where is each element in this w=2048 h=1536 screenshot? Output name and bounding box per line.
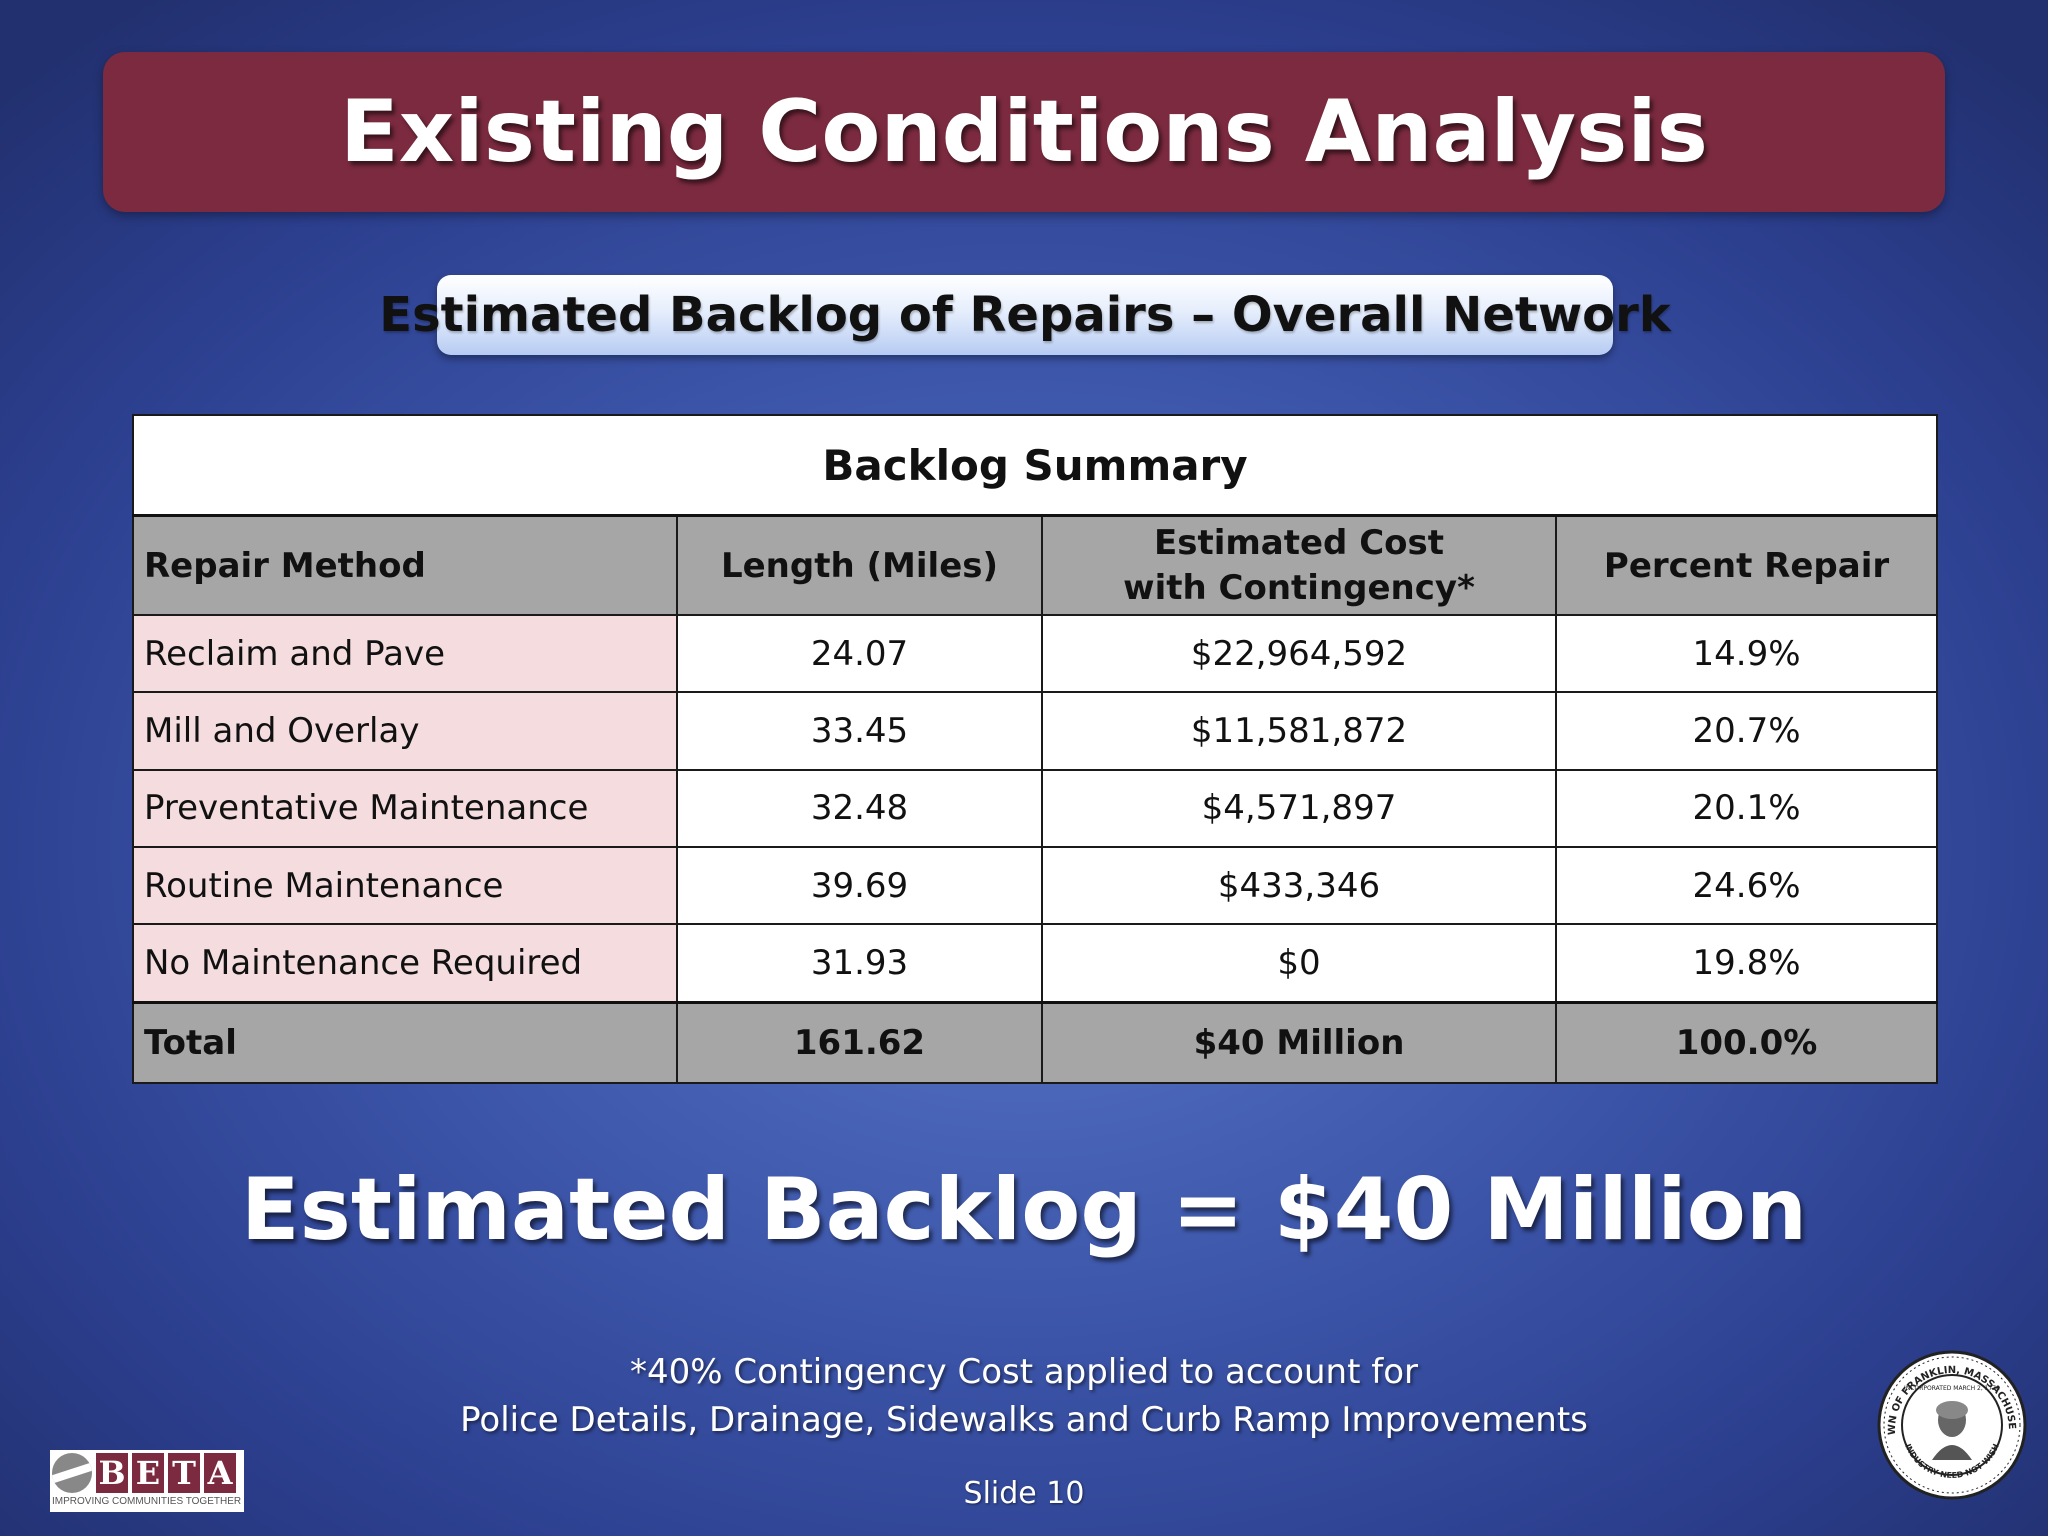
table-total-row: Total 161.62 $40 Million 100.0% [132,1000,1939,1084]
cell-length: 39.69 [676,845,1043,926]
town-seal-icon: TOWN OF FRANKLIN, MASSACHUSETTS INDUSTRY… [1877,1350,2027,1500]
total-cost: $40 Million [1041,1000,1557,1084]
cell-method: No Maintenance Required [132,923,678,1004]
title-banner: Existing Conditions Analysis [103,52,1945,212]
subtitle-banner: Estimated Backlog of Repairs – Overall N… [379,275,1671,355]
table-caption: Backlog Summary [131,414,1939,518]
cell-percent: 19.8% [1554,923,1939,1004]
cell-percent: 14.9% [1554,613,1939,694]
cell-length: 31.93 [676,923,1043,1004]
cell-cost: $22,964,592 [1041,613,1557,694]
beta-letter-e: E [132,1453,164,1493]
footnote-line-1: *40% Contingency Cost applied to account… [629,1352,1418,1392]
table-caption-row: Backlog Summary [131,414,1939,518]
table-row: No Maintenance Required 31.93 $0 19.8% [132,923,1939,1004]
slide-number: Slide 10 [963,1476,1085,1511]
beta-letter-t: T [168,1453,200,1493]
header-length: Length (Miles) [676,514,1043,616]
table-row: Mill and Overlay 33.45 $11,581,872 20.7% [132,691,1939,771]
table-header-row: Repair Method Length (Miles) Estimated C… [132,514,1939,616]
slide-title: Existing Conditions Analysis [340,82,1708,182]
contingency-footnote: *40% Contingency Cost applied to account… [0,1348,2048,1444]
beta-logo: B E T A IMPROVING COMMUNITIES TOGETHER [50,1450,244,1512]
seal-portrait-icon [1932,1401,1972,1460]
header-percent-repair: Percent Repair [1554,514,1939,616]
cell-length: 32.48 [676,768,1043,848]
header-repair-method: Repair Method [132,514,678,616]
backlog-headline: Estimated Backlog = $40 Million [240,1160,1808,1260]
table-row: Routine Maintenance 39.69 $433,346 24.6% [132,845,1939,926]
total-label: Total [132,1000,678,1084]
backlog-table-container: Backlog Summary Repair Method Length (Mi… [131,414,1939,1084]
cell-cost: $433,346 [1041,845,1557,926]
beta-letter-b: B [96,1453,128,1493]
header-cost-line2: with Contingency* [1123,567,1475,608]
seal-inner-text: INCORPORATED MARCH 2, 1778 [1904,1385,2000,1392]
table-row: Reclaim and Pave 24.07 $22,964,592 14.9% [132,613,1939,694]
cell-length: 24.07 [676,613,1043,694]
total-length: 161.62 [676,1000,1043,1084]
cell-method: Routine Maintenance [132,845,678,926]
beta-swirl-icon [52,1453,92,1493]
cell-percent: 20.7% [1554,691,1939,771]
total-percent: 100.0% [1554,1000,1939,1084]
cell-percent: 24.6% [1554,845,1939,926]
backlog-summary-table: Backlog Summary Repair Method Length (Mi… [131,414,1939,1084]
cell-cost: $11,581,872 [1041,691,1557,771]
table-row: Preventative Maintenance 32.48 $4,571,89… [132,768,1939,848]
cell-length: 33.45 [676,691,1043,771]
beta-letter-a: A [204,1453,236,1493]
header-estimated-cost: Estimated Cost with Contingency* [1041,514,1557,616]
cell-cost: $0 [1041,923,1557,1004]
beta-logo-mark: B E T A [50,1450,244,1496]
header-cost-line1: Estimated Cost [1153,523,1445,564]
cell-method: Preventative Maintenance [132,768,678,848]
cell-cost: $4,571,897 [1041,768,1557,848]
cell-method: Mill and Overlay [132,691,678,771]
cell-method: Reclaim and Pave [132,613,678,694]
beta-tagline: IMPROVING COMMUNITIES TOGETHER [52,1496,242,1507]
footnote-line-2: Police Details, Drainage, Sidewalks and … [460,1400,1588,1440]
slide-subtitle: Estimated Backlog of Repairs – Overall N… [379,287,1671,343]
cell-percent: 20.1% [1554,768,1939,848]
